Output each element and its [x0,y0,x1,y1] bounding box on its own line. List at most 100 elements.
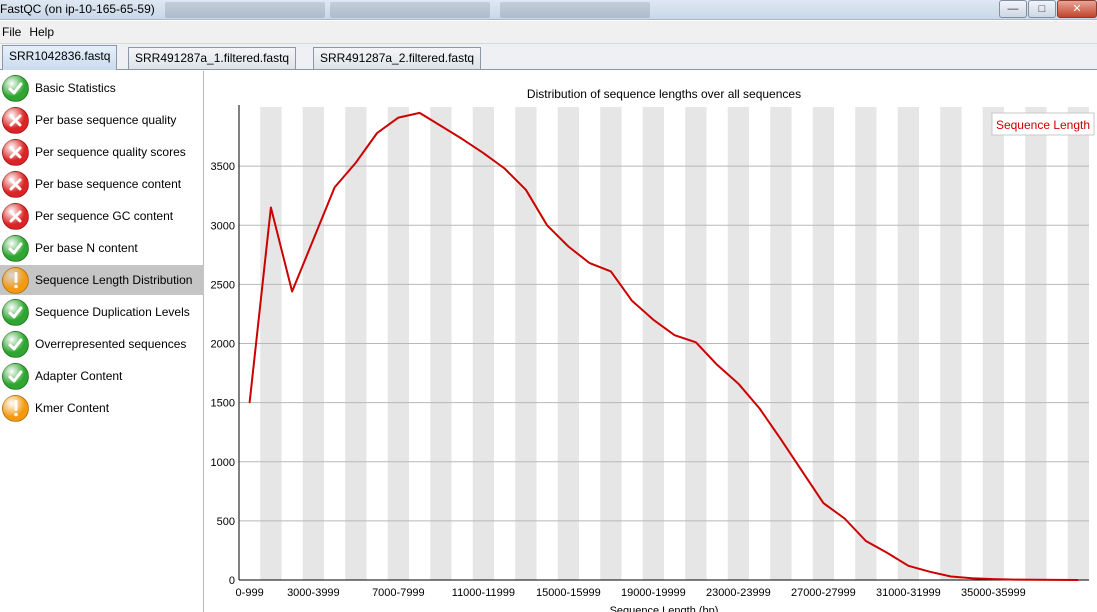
data-point [865,540,867,542]
data-point [610,270,612,272]
data-point [419,112,421,114]
y-tick-label: 0 [229,575,235,587]
x-tick-label: 35000-35999 [961,587,1026,599]
module-label: Overrepresented sequences [35,337,187,351]
cross-icon [2,170,29,198]
y-tick-label: 3000 [211,220,235,232]
data-point [546,224,548,226]
check-icon [2,362,29,390]
check-icon [2,298,29,326]
maximize-button[interactable]: □ [1028,0,1056,18]
module-item[interactable]: Per base sequence content [0,169,204,199]
data-point [631,300,633,302]
data-point [844,517,846,520]
tab-label: SRR491287a_1.filtered.fastq [135,51,290,65]
module-item[interactable]: Per sequence GC content [0,201,204,231]
check-icon [2,74,29,102]
exclamation-icon [2,266,29,294]
exclamation-icon [2,394,29,422]
close-button[interactable]: ✕ [1057,0,1097,18]
module-item[interactable]: Per base N content [0,233,204,263]
y-tick-label: 500 [217,516,235,528]
data-point [270,206,272,209]
maximize-icon: □ [1038,2,1046,15]
module-label: Per sequence quality scores [35,145,186,159]
tab-srr1042836[interactable]: SRR1042836.fastq [2,45,118,70]
module-label: Per base N content [35,241,138,255]
module-item[interactable]: Basic Statistics [0,73,204,103]
check-icon [2,330,29,358]
data-point [482,152,484,154]
data-point [397,117,399,119]
data-point [971,577,973,579]
module-label: Sequence Duplication Levels [35,305,190,319]
tab-srr491287a-1[interactable]: SRR491287a_1.filtered.fastq [128,47,297,69]
x-tick-label: 7000-7999 [372,587,425,599]
tab-srr491287a-2[interactable]: SRR491287a_2.filtered.fastq [313,47,482,69]
module-label: Basic Statistics [35,81,116,95]
series-line-sequence-length [248,111,1079,581]
background-taskbar-blur [165,2,325,18]
menu-help[interactable]: Help [29,25,55,39]
data-point [249,402,251,404]
data-point [291,290,293,293]
cross-icon [2,138,29,166]
data-point [907,565,909,567]
menu-bar: File Help [0,21,1097,44]
chart-panel: 0 500 1000 1500 2000 2500 3000 3500 0-999 3000-39… [205,71,1097,612]
data-point [1035,579,1037,581]
data-point [525,189,527,191]
data-point [737,383,739,385]
cross-icon [2,106,29,134]
data-point [355,161,357,164]
module-label: Kmer Content [35,401,110,415]
background-taskbar-blur [500,2,650,18]
x-tick-label: 11000-11999 [452,587,515,599]
module-item[interactable]: Per base sequence quality [0,105,204,135]
data-point [461,138,463,140]
data-point [440,125,442,127]
file-tab-bar: SRR1042836.fastq SRR491287a_1.filtered.f… [0,44,1097,70]
minimize-icon: — [1007,2,1019,15]
minimize-button[interactable]: — [999,0,1027,18]
x-axis-label: Sequence Length (bp) [610,605,719,612]
menu-file[interactable]: File [2,25,22,39]
x-tick-label: 0-999 [236,587,264,599]
data-point [674,334,676,336]
chart-title: Distribution of sequence lengths over al… [527,87,801,101]
y-tick-label: 3500 [211,161,235,173]
legend-label: Sequence Length [996,118,1090,132]
data-point [780,438,782,440]
module-item[interactable]: Per sequence quality scores [0,137,204,167]
module-item[interactable]: Adapter Content [0,361,204,391]
module-item[interactable]: Overrepresented sequences [0,329,204,359]
module-label: Adapter Content [35,369,123,383]
window-title: FastQC (on ip-10-165-65-59) [0,2,155,16]
y-tick-label: 2500 [211,279,235,291]
module-item[interactable]: Kmer Content [0,393,204,423]
module-item[interactable]: Sequence Length Distribution [0,265,204,295]
x-tick-label: 23000-23999 [706,587,771,599]
data-point [1056,579,1058,581]
module-label: Per base sequence quality [35,113,177,127]
data-point [1014,579,1016,581]
cross-icon [2,202,29,230]
data-point [759,407,761,410]
window-controls: — □ ✕ [998,0,1097,18]
data-point [589,262,591,264]
y-tick-label: 2000 [211,339,235,351]
data-point [801,470,803,472]
data-point [1077,579,1079,581]
module-item[interactable]: Sequence Duplication Levels [0,297,204,327]
module-label: Per base sequence content [35,177,182,191]
x-tick-label: 3000-3999 [287,587,340,599]
y-tick-label: 1000 [211,457,235,469]
x-tick-label: 19000-19999 [621,587,686,599]
data-point [822,502,824,504]
data-point [504,167,506,170]
data-point [567,245,569,248]
close-icon: ✕ [1072,2,1082,15]
sequence-length-chart: 0 500 1000 1500 2000 2500 3000 3500 0-999 3000-39… [211,87,1095,612]
data-point [886,552,888,554]
